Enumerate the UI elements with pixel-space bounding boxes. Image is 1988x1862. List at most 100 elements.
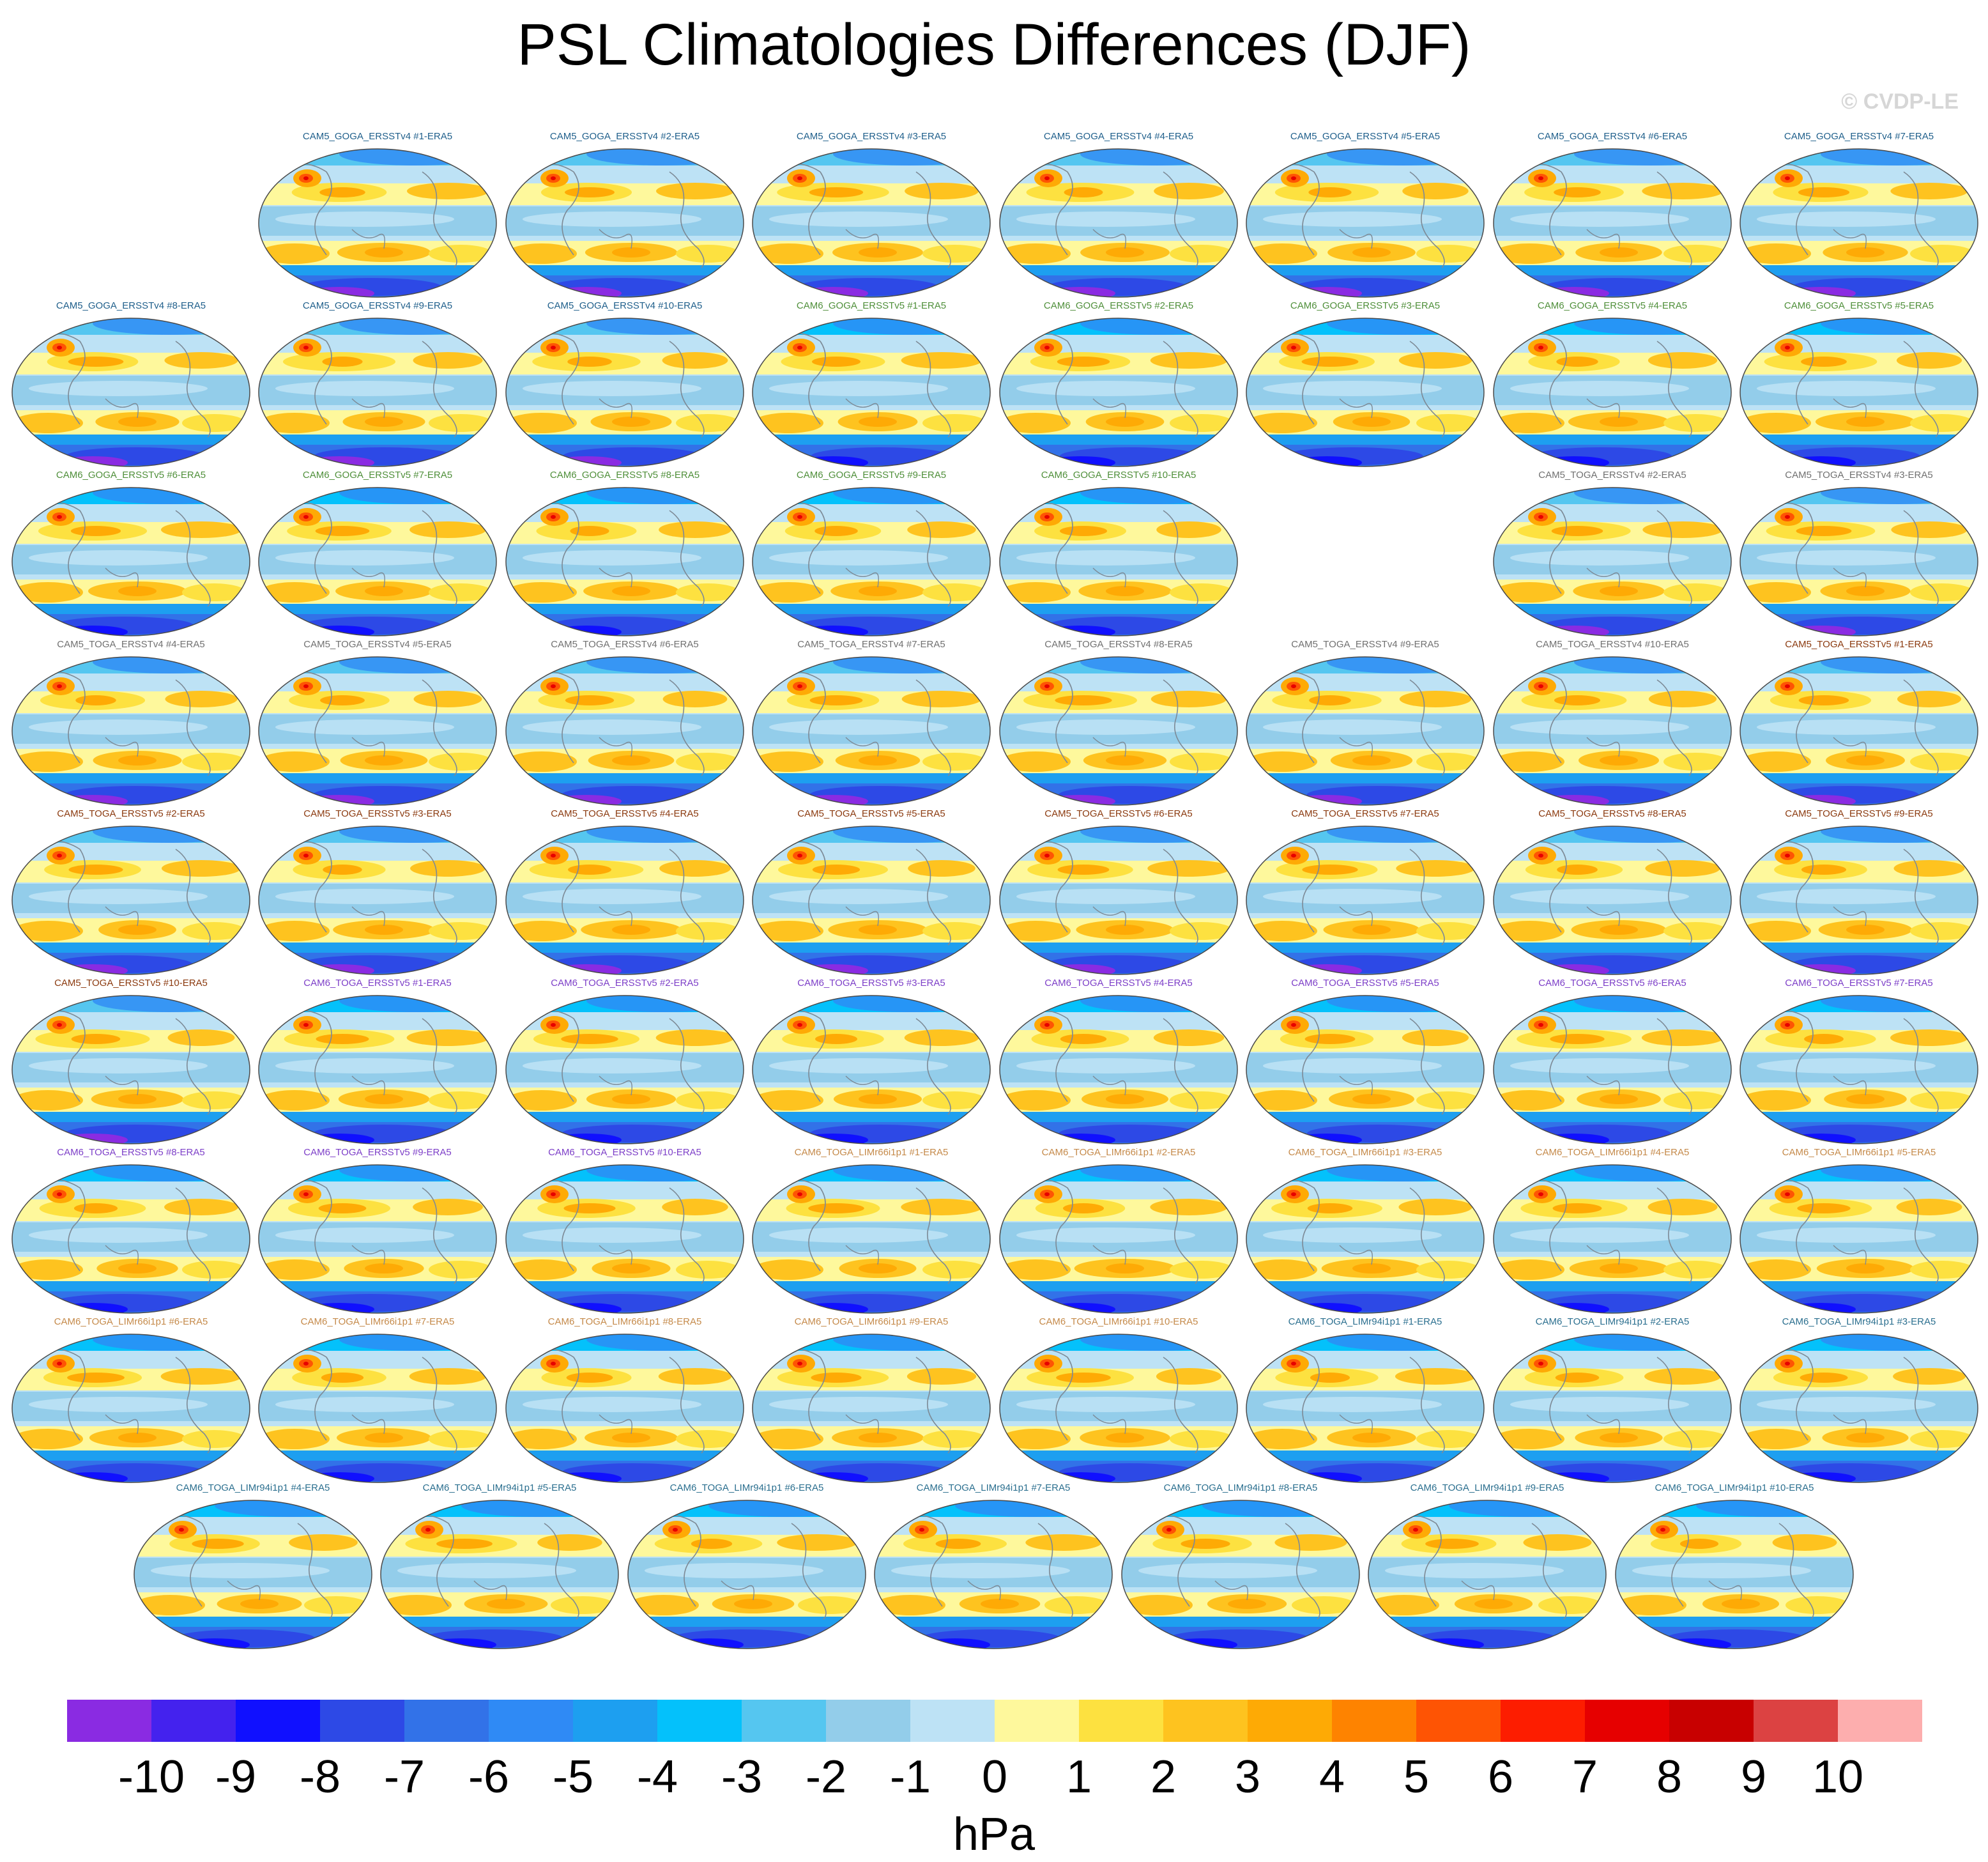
map-panel: CAM6_TOGA_LIMr94i1p1 #8-ERA5 <box>1119 1482 1363 1655</box>
panel-label: CAM6_TOGA_ERSSTv5 #3-ERA5 <box>797 978 945 989</box>
panel-label: CAM6_TOGA_ERSSTv5 #9-ERA5 <box>303 1147 452 1158</box>
map-panel: CAM5_TOGA_ERSSTv5 #1-ERA5 <box>1737 639 1981 812</box>
map-panel: CAM6_GOGA_ERSSTv5 #2-ERA5 <box>997 300 1241 473</box>
panel-label: CAM6_TOGA_LIMr66i1p1 #9-ERA5 <box>794 1316 949 1327</box>
map-panel: CAM6_TOGA_ERSSTv5 #7-ERA5 <box>1737 978 1981 1150</box>
colorbar-box <box>657 1700 742 1742</box>
map-panel: CAM5_GOGA_ERSSTv4 #1-ERA5 <box>256 131 500 304</box>
map-panel: CAM5_TOGA_ERSSTv4 #5-ERA5 <box>256 639 500 812</box>
map-panel: CAM6_TOGA_ERSSTv5 #1-ERA5 <box>256 978 500 1150</box>
panel-label: CAM6_TOGA_LIMr66i1p1 #6-ERA5 <box>54 1316 208 1327</box>
panel-label: CAM6_GOGA_ERSSTv5 #9-ERA5 <box>796 470 947 481</box>
panel-label: CAM5_TOGA_ERSSTv4 #8-ERA5 <box>1044 639 1193 650</box>
map-panel: CAM6_TOGA_LIMr94i1p1 #4-ERA5 <box>131 1482 375 1655</box>
panel-label: CAM5_GOGA_ERSSTv4 #5-ERA5 <box>1290 131 1441 142</box>
colorbar-box <box>1416 1700 1501 1742</box>
colorbar-box <box>1163 1700 1248 1742</box>
colorbar-tick-label: 5 <box>1403 1751 1430 1803</box>
colorbar-box <box>151 1700 236 1742</box>
colorbar-box <box>573 1700 658 1742</box>
panel-label: CAM5_TOGA_ERSSTv5 #5-ERA5 <box>797 808 945 819</box>
panel-label: CAM6_GOGA_ERSSTv5 #1-ERA5 <box>796 300 947 311</box>
colorbar-tick-label: 4 <box>1319 1751 1345 1803</box>
panel-label: CAM5_TOGA_ERSSTv4 #2-ERA5 <box>1538 470 1686 481</box>
colorbar-box <box>1332 1700 1417 1742</box>
panel-label: CAM5_TOGA_ERSSTv5 #2-ERA5 <box>57 808 205 819</box>
map-panel: CAM5_GOGA_ERSSTv4 #3-ERA5 <box>749 131 993 304</box>
map-panel: CAM5_TOGA_ERSSTv4 #7-ERA5 <box>749 639 993 812</box>
map-panel: CAM6_TOGA_ERSSTv5 #8-ERA5 <box>9 1147 253 1320</box>
colorbar-tick-label: 0 <box>981 1751 1008 1803</box>
map-panel: CAM6_TOGA_ERSSTv5 #2-ERA5 <box>503 978 747 1150</box>
panel-label: CAM6_GOGA_ERSSTv5 #6-ERA5 <box>56 470 206 481</box>
map-panel: CAM6_TOGA_LIMr94i1p1 #10-ERA5 <box>1612 1482 1856 1655</box>
panel-label: CAM5_GOGA_ERSSTv4 #3-ERA5 <box>796 131 947 142</box>
panel-label: CAM6_TOGA_LIMr66i1p1 #8-ERA5 <box>547 1316 702 1327</box>
colorbar-tick-label: -1 <box>889 1751 931 1803</box>
map-panel: CAM5_TOGA_ERSSTv5 #4-ERA5 <box>503 808 747 981</box>
colorbar-tick-label: -10 <box>118 1751 185 1803</box>
colorbar-units: hPa <box>952 1809 1036 1860</box>
map-panel: CAM5_TOGA_ERSSTv4 #2-ERA5 <box>1490 470 1734 642</box>
map-panel: CAM6_TOGA_LIMr94i1p1 #5-ERA5 <box>378 1482 622 1655</box>
map-panel: CAM6_TOGA_LIMr66i1p1 #1-ERA5 <box>749 1147 993 1320</box>
map-panel: CAM6_TOGA_ERSSTv5 #3-ERA5 <box>749 978 993 1150</box>
map-panel: CAM5_TOGA_ERSSTv5 #6-ERA5 <box>997 808 1241 981</box>
map-panel: CAM6_TOGA_LIMr66i1p1 #2-ERA5 <box>997 1147 1241 1320</box>
map-panel: CAM6_TOGA_LIMr94i1p1 #3-ERA5 <box>1737 1316 1981 1489</box>
panel-label: CAM5_TOGA_ERSSTv5 #4-ERA5 <box>551 808 699 819</box>
map-panel: CAM5_TOGA_ERSSTv5 #5-ERA5 <box>749 808 993 981</box>
panel-label: CAM5_GOGA_ERSSTv4 #6-ERA5 <box>1537 131 1688 142</box>
colorbar <box>67 1700 1922 1742</box>
map-panel: CAM5_TOGA_ERSSTv4 #9-ERA5 <box>1243 639 1487 812</box>
panel-label: CAM6_TOGA_LIMr66i1p1 #1-ERA5 <box>794 1147 949 1158</box>
panel-label: CAM5_TOGA_ERSSTv5 #7-ERA5 <box>1291 808 1439 819</box>
colorbar-tick-label: 8 <box>1656 1751 1683 1803</box>
panel-label: CAM5_GOGA_ERSSTv4 #10-ERA5 <box>547 300 703 311</box>
map-panel: CAM6_TOGA_LIMr94i1p1 #6-ERA5 <box>625 1482 869 1655</box>
panel-label: CAM5_GOGA_ERSSTv4 #7-ERA5 <box>1784 131 1934 142</box>
panel-label: CAM5_GOGA_ERSSTv4 #4-ERA5 <box>1043 131 1194 142</box>
map-panel: CAM6_TOGA_ERSSTv5 #4-ERA5 <box>997 978 1241 1150</box>
map-panel: CAM5_TOGA_ERSSTv5 #2-ERA5 <box>9 808 253 981</box>
panel-label: CAM6_GOGA_ERSSTv5 #10-ERA5 <box>1041 470 1197 481</box>
colorbar-tick-label: -5 <box>552 1751 594 1803</box>
colorbar-tick-label: 6 <box>1487 1751 1514 1803</box>
panel-label: CAM6_TOGA_ERSSTv5 #8-ERA5 <box>57 1147 205 1158</box>
panel-label: CAM6_TOGA_LIMr94i1p1 #4-ERA5 <box>176 1482 330 1493</box>
panel-label: CAM5_GOGA_ERSSTv4 #2-ERA5 <box>549 131 700 142</box>
map-panel: CAM5_TOGA_ERSSTv5 #7-ERA5 <box>1243 808 1487 981</box>
colorbar-box <box>742 1700 827 1742</box>
map-panel: CAM5_TOGA_ERSSTv4 #6-ERA5 <box>503 639 747 812</box>
panel-label: CAM5_TOGA_ERSSTv4 #6-ERA5 <box>551 639 699 650</box>
panel-label: CAM5_TOGA_ERSSTv5 #3-ERA5 <box>303 808 452 819</box>
map-panel: CAM5_GOGA_ERSSTv4 #6-ERA5 <box>1490 131 1734 304</box>
panel-label: CAM5_TOGA_ERSSTv4 #9-ERA5 <box>1291 639 1439 650</box>
panel-label: CAM6_GOGA_ERSSTv5 #8-ERA5 <box>549 470 700 481</box>
panel-label: CAM6_TOGA_LIMr94i1p1 #9-ERA5 <box>1410 1482 1564 1493</box>
map-panel: CAM6_TOGA_LIMr66i1p1 #6-ERA5 <box>9 1316 253 1489</box>
panel-label: CAM5_TOGA_ERSSTv4 #3-ERA5 <box>1785 470 1933 481</box>
map-panel: CAM6_TOGA_LIMr66i1p1 #8-ERA5 <box>503 1316 747 1489</box>
map-panel: CAM6_TOGA_LIMr94i1p1 #9-ERA5 <box>1365 1482 1609 1655</box>
colorbar-tick-label: 7 <box>1571 1751 1598 1803</box>
panel-label: CAM5_TOGA_ERSSTv5 #9-ERA5 <box>1785 808 1933 819</box>
panel-label: CAM5_TOGA_ERSSTv5 #6-ERA5 <box>1044 808 1193 819</box>
colorbar-box <box>67 1700 152 1742</box>
map-panel: CAM6_TOGA_LIMr66i1p1 #7-ERA5 <box>256 1316 500 1489</box>
map-panel: CAM6_TOGA_ERSSTv5 #5-ERA5 <box>1243 978 1487 1150</box>
colorbar-tick-label: -9 <box>215 1751 257 1803</box>
map-panel: CAM6_GOGA_ERSSTv5 #6-ERA5 <box>9 470 253 642</box>
colorbar-box <box>1585 1700 1670 1742</box>
panel-label: CAM5_TOGA_ERSSTv5 #8-ERA5 <box>1538 808 1686 819</box>
colorbar-tick-label: -4 <box>636 1751 678 1803</box>
map-panel: CAM6_GOGA_ERSSTv5 #10-ERA5 <box>997 470 1241 642</box>
map-panel: CAM5_TOGA_ERSSTv4 #4-ERA5 <box>9 639 253 812</box>
panel-label: CAM6_TOGA_ERSSTv5 #5-ERA5 <box>1291 978 1439 989</box>
panel-label: CAM6_TOGA_ERSSTv5 #6-ERA5 <box>1538 978 1686 989</box>
map-panel: CAM6_GOGA_ERSSTv5 #8-ERA5 <box>503 470 747 642</box>
colorbar-box <box>404 1700 489 1742</box>
colorbar-box <box>1838 1700 1922 1742</box>
map-panel: CAM5_TOGA_ERSSTv5 #9-ERA5 <box>1737 808 1981 981</box>
map-panel: CAM5_GOGA_ERSSTv4 #9-ERA5 <box>256 300 500 473</box>
